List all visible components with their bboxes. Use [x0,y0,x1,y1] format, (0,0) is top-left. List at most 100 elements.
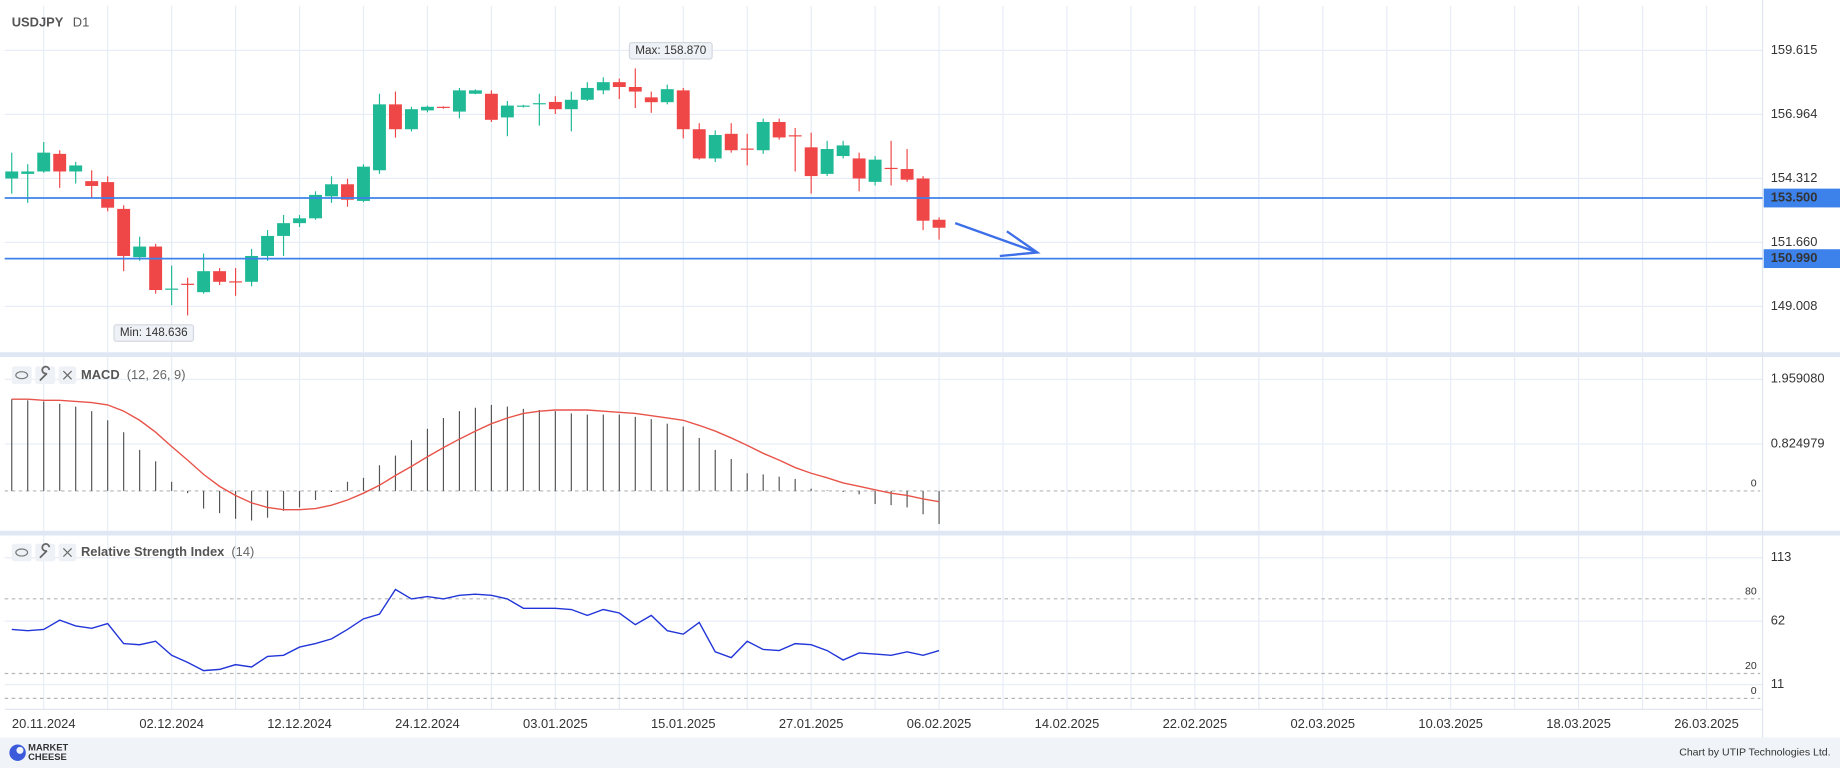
rsi-toolbar: Relative Strength Index (14) [11,543,254,562]
candle-body [85,181,99,186]
candle-body [245,255,259,282]
candle-body [341,184,354,200]
candle-body [548,101,562,110]
level-label: 0 [1751,478,1757,490]
price-label: 150.990 [1771,250,1818,265]
candle-body [900,169,914,180]
y-tick-label: 149.008 [1771,298,1818,313]
y-tick-label: 1.959080 [1771,371,1825,386]
candle-body [101,182,115,208]
y-tick-label: 113 [1771,549,1792,564]
panel-separator [0,530,1840,536]
plot-layer: 20.11.2024 02.12.2024 12.12.2024 24.12.2024… [4,42,1840,731]
logo-hole [16,746,24,754]
candle-body [836,145,850,157]
eye-button[interactable] [11,543,32,562]
symbol: USDJPY [12,15,64,30]
candle-body [692,129,706,159]
level-label: 20 [1745,660,1757,672]
wrench-icon [39,365,51,382]
price-label-box [1763,188,1840,208]
candle-body [213,271,227,282]
annotation-text: Min: 148.636 [120,326,188,339]
candle-body [37,152,51,172]
macd-toolbar: MACD (12, 26, 9) [11,365,186,384]
logo: MARKET CHEESE [9,742,69,762]
x-tick-label: 27.01.2025 [779,716,844,731]
y-tick-label: 159.615 [1771,42,1818,57]
candle-body [309,194,322,219]
candle-body [468,90,482,94]
candle-body [644,97,658,103]
indicator-name: Relative Strength Index [81,545,225,560]
candle-body [165,288,179,290]
candle-body [516,105,530,107]
indicator-params: (14) [231,545,254,560]
price-label: 153.500 [1771,189,1818,204]
candle-body [436,106,450,108]
candle-body [580,87,594,100]
x-tick-label: 22.02.2025 [1163,716,1228,731]
timeframe: D1 [73,15,89,30]
close-icon [62,547,72,558]
y-tick-label: 0.824979 [1771,435,1825,450]
candle-body [788,135,802,137]
candle-body [708,135,722,159]
candle-body [229,281,243,283]
price-label-box [1763,249,1840,269]
candle-body [53,153,67,172]
eye-icon [15,371,29,380]
candle-body [117,208,131,256]
x-tick-label: 20.11.2024 [12,716,76,731]
logo-text: CHEESE [28,751,67,762]
grid-layer [4,5,1763,710]
y-tick-label: 62 [1771,613,1785,628]
candle-body [724,133,738,151]
y-tick-label: 11 [1771,676,1784,691]
y-tick-label: 151.660 [1771,234,1818,249]
candle-body [932,219,946,228]
candle-body [916,178,930,221]
candle-body [373,104,386,171]
candle-body [404,109,418,130]
credit: Chart by UTIP Technologies Ltd. [1679,747,1830,759]
candle-body [325,184,338,197]
candle-body [69,165,83,172]
eye-button[interactable] [11,366,32,384]
x-tick-label: 18.03.2025 [1546,716,1611,731]
x-tick-label: 26.03.2025 [1674,716,1739,731]
panel-separator [0,352,1840,357]
candle-body [884,167,898,170]
rsi-line [11,588,940,672]
footer [0,737,1840,768]
candle-body [133,246,147,258]
candle-body [452,90,466,112]
candle-body [852,158,866,179]
indicator-name: MACD [81,367,120,382]
x-tick-label: 12.12.2024 [267,716,332,731]
candle-body [612,82,626,87]
indicator-label: MACD (12, 26, 9) [81,367,186,382]
indicator-label: Relative Strength Index (14) [81,545,254,560]
candle-body [868,159,882,182]
candle-body [740,148,754,150]
wrench-icon [39,543,51,559]
x-tick-label: 14.02.2025 [1035,716,1100,731]
candle-body [660,89,674,103]
candle-body [277,223,290,236]
x-tick-label: 02.03.2025 [1291,716,1356,731]
x-tick-label: 15.01.2025 [651,716,716,731]
candle-body [772,121,786,138]
candle-body [676,90,690,130]
candle-body [420,106,434,111]
close-icon [62,370,72,380]
candle-body [5,171,19,179]
x-tick-label: 06.02.2025 [907,716,972,731]
candle-body [564,99,578,110]
candle-body [21,171,35,174]
arrow-head [999,230,1041,258]
x-tick-label: 24.12.2024 [395,716,460,731]
candle-body [357,166,370,201]
